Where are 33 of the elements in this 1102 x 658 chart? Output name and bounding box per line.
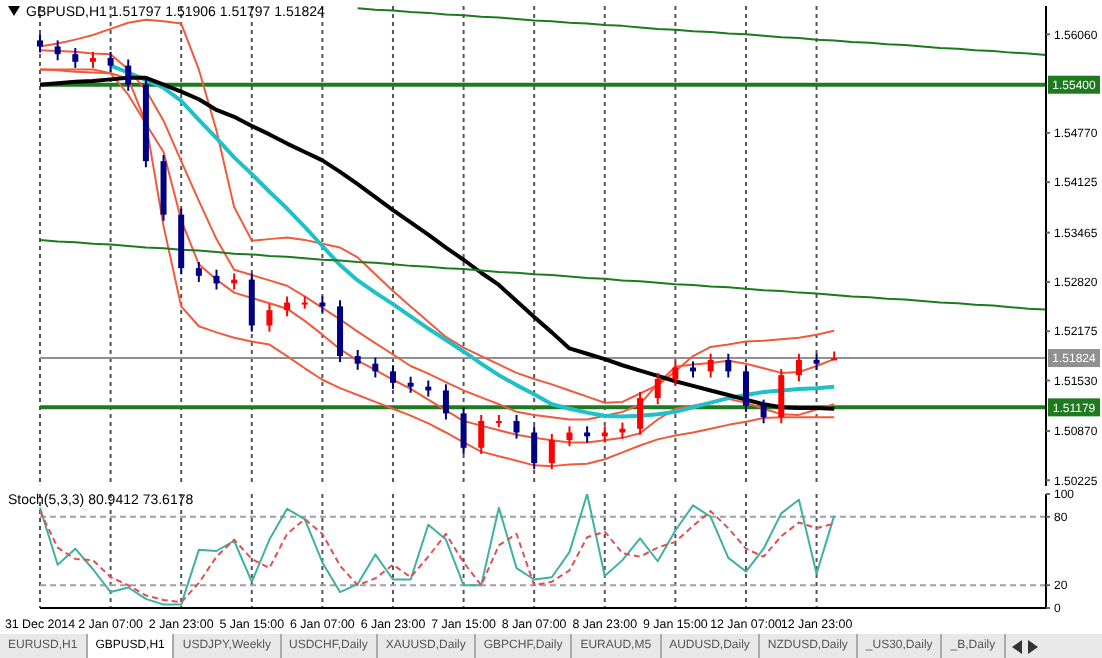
candlestick	[742, 364, 749, 413]
candlestick	[301, 295, 308, 310]
candlestick	[266, 303, 273, 333]
candlestick	[37, 33, 43, 54]
candlestick	[354, 348, 361, 371]
candlestick	[654, 371, 661, 406]
candlestick	[195, 261, 202, 283]
candlestick	[213, 268, 220, 291]
candlestick	[566, 425, 573, 448]
candlestick	[531, 425, 538, 471]
candlestick	[778, 368, 785, 425]
candlestick	[372, 356, 379, 379]
candlestick	[125, 58, 132, 92]
candlestick	[760, 398, 767, 425]
candlestick	[672, 360, 679, 387]
candlestick	[513, 413, 520, 440]
candlestick	[637, 390, 644, 436]
line-series	[39, 510, 836, 604]
candlestick	[725, 352, 732, 379]
line-series	[356, 7, 1047, 56]
candlestick	[442, 383, 449, 421]
candlestick	[284, 295, 291, 318]
candlestick	[460, 406, 467, 455]
line-series	[39, 238, 1047, 311]
candlestick	[478, 413, 485, 455]
candlestick	[54, 39, 61, 62]
candlestick	[248, 272, 255, 333]
candlestick	[795, 352, 802, 383]
candlestick	[389, 364, 396, 390]
candlestick	[707, 352, 714, 379]
candlestick	[72, 47, 79, 69]
candlestick	[107, 50, 114, 73]
candlestick	[548, 433, 555, 471]
